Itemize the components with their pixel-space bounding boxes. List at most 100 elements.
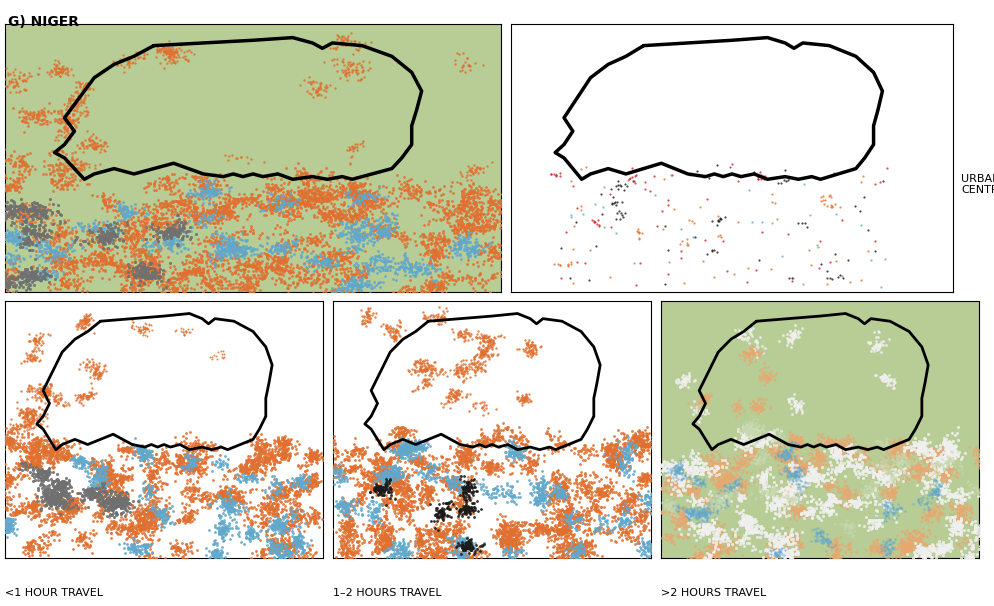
Point [491,431,507,441]
Point [619,488,635,498]
Point [805,464,821,474]
Point [322,232,338,242]
Point [185,490,201,499]
Point [331,248,347,258]
Point [428,519,444,529]
Point [551,473,567,483]
Point [454,62,470,72]
Point [336,199,352,209]
Point [82,227,97,237]
Point [0,279,7,288]
Point [54,514,70,524]
Point [440,196,456,206]
Point [569,539,584,549]
Point [484,210,500,219]
Point [678,462,694,471]
Point [911,469,926,479]
Point [333,457,349,467]
Point [246,474,261,484]
Point [180,459,196,468]
Point [319,441,335,450]
Point [386,474,402,484]
Point [789,461,805,470]
Point [284,520,300,530]
Point [8,264,24,273]
Point [728,531,744,541]
Point [664,456,680,465]
Point [420,379,436,388]
Point [695,557,711,567]
Point [191,454,207,464]
Point [364,219,380,229]
Point [101,524,117,533]
Point [917,560,933,570]
Point [12,201,28,210]
Point [69,285,84,295]
Point [25,435,41,445]
Point [509,442,525,452]
Point [459,463,475,473]
Point [174,196,190,206]
Point [944,428,960,438]
Point [613,501,629,510]
Point [135,516,151,525]
Point [233,507,248,516]
Point [131,325,147,335]
Point [152,505,168,515]
Point [365,474,381,484]
Point [729,485,745,495]
Point [524,533,540,542]
Point [274,450,290,460]
Point [467,199,483,209]
Point [334,219,350,228]
Point [46,145,62,155]
Point [297,270,313,280]
Point [206,211,222,221]
Point [341,522,357,532]
Point [969,550,985,559]
Point [564,519,580,528]
Point [512,527,528,537]
Point [784,464,800,473]
Point [115,50,131,60]
Point [556,478,572,487]
Point [480,341,496,351]
Point [10,267,26,276]
Point [56,444,72,453]
Point [277,544,293,553]
Point [425,550,441,560]
Point [44,71,60,81]
Point [58,172,74,182]
Point [329,190,345,199]
Point [85,315,101,325]
Point [454,371,470,381]
Point [355,185,371,195]
Point [576,505,591,515]
Point [936,485,952,495]
Point [567,544,582,554]
Point [346,248,362,258]
Point [520,350,536,360]
Point [168,44,184,54]
Point [400,483,415,493]
Point [594,491,610,501]
Point [389,170,405,180]
Point [827,249,843,259]
Point [155,213,171,223]
Point [662,465,678,475]
Point [31,379,47,389]
Point [774,551,790,561]
Point [422,364,438,373]
Point [836,458,852,468]
Point [506,434,522,444]
Point [779,452,795,462]
Point [771,336,787,346]
Point [37,265,53,275]
Point [602,458,618,468]
Point [29,433,45,443]
Point [354,305,370,315]
Point [356,221,372,230]
Point [902,468,917,478]
Point [398,445,414,454]
Point [453,454,469,464]
